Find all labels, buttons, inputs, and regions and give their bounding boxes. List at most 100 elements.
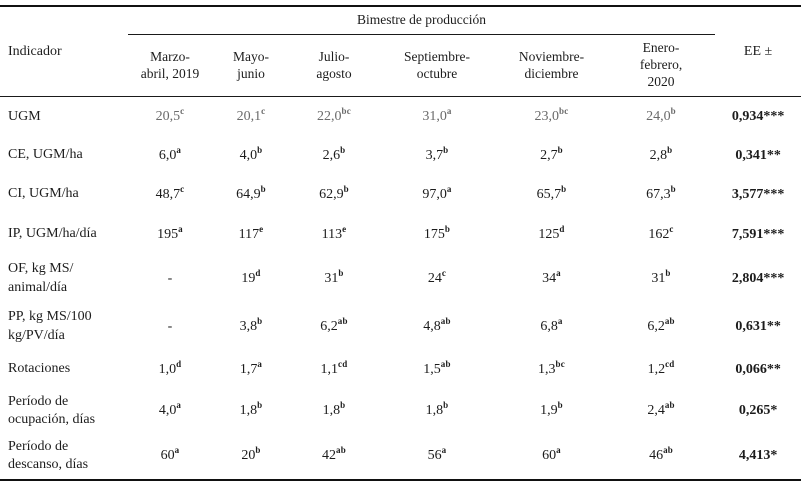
significance-superscript: b — [670, 183, 676, 194]
cell-value: 1,8 — [239, 403, 258, 419]
cell-value: 6,8 — [540, 318, 558, 334]
significance-superscript: b — [257, 315, 263, 326]
significance-superscript: b — [444, 223, 451, 234]
significance-superscript: bc — [559, 106, 569, 116]
col-header-line: Noviembre- — [518, 48, 585, 64]
significance-superscript: cd — [665, 358, 675, 369]
value-cell: 60a — [496, 434, 607, 480]
significance-superscript: c — [669, 223, 674, 234]
significance-superscript: d — [559, 223, 565, 234]
value-cell: 23,0bc — [496, 97, 607, 137]
significance-superscript: e — [342, 223, 347, 234]
significance-superscript: c — [441, 267, 447, 278]
row-label: Período de descanso, días — [8, 438, 89, 472]
cell-value: 97,0 — [422, 186, 447, 202]
cell-value: 1,7 — [239, 361, 258, 377]
cell-value: 31,0 — [422, 109, 447, 124]
cell-value: 4,0 — [239, 147, 258, 163]
value-cell: 1,7a — [212, 351, 290, 389]
col-header-bimester: Septiembre-octubre — [378, 34, 496, 97]
col-header-bimester: Noviembre-diciembre — [496, 34, 607, 97]
cell-value: - — [167, 318, 173, 334]
cell-value: 125 — [538, 226, 560, 242]
value-cell: 46ab — [607, 434, 715, 480]
col-header-line: octubre — [416, 65, 458, 81]
value-cell: 20b — [212, 434, 290, 480]
significance-superscript: ab — [664, 315, 675, 326]
col-header-line: diciembre — [524, 65, 579, 81]
cell-value: 1,0 — [158, 361, 177, 377]
significance-superscript: a — [178, 223, 183, 234]
cell-value: 6,0 — [158, 147, 177, 163]
value-cell: 6,8a — [496, 303, 607, 351]
cell-value: 1,2 — [647, 361, 666, 377]
table-body: UGM 20,5c 20,1c 22,0bc 31,0a 23,0bc 24,0b 0,934… — [0, 97, 801, 480]
table-row: Rotaciones 1,0d 1,7a 1,1cd 1,5ab 1,3bc 1,2cd 0,… — [0, 351, 801, 389]
col-header-bimester: Enero-febrero, 2020 — [607, 34, 716, 97]
cell-value: 34 — [542, 270, 557, 286]
value-cell: 31,0a — [378, 97, 496, 137]
value-cell: 1,8b — [290, 389, 378, 434]
significance-superscript: a — [446, 106, 452, 116]
significance-superscript: a — [176, 400, 182, 411]
row-label: UGM — [8, 108, 41, 124]
col-header-bimester: Mayo-junio — [212, 34, 290, 97]
cell-value: 113 — [321, 226, 343, 242]
significance-superscript: b — [257, 400, 263, 411]
cell-value: 2,8 — [649, 147, 668, 163]
col-header-line: Marzo- — [150, 48, 190, 64]
row-label: PP, kg MS/100 kg/PV/día — [8, 309, 92, 343]
value-cell: 1,9b — [496, 389, 607, 434]
significance-superscript: b — [667, 144, 673, 155]
col-header-bimester: Marzo-abril, 2019 — [128, 34, 212, 97]
value-cell: 1,0d — [128, 351, 212, 389]
bimester-columns-row: Marzo-abril, 2019 Mayo-junio Julio-agosto S… — [0, 34, 801, 97]
value-cell: - — [128, 303, 212, 351]
cell-value: 22,0 — [317, 109, 342, 124]
col-header-ee: EE ± — [715, 6, 801, 97]
significance-superscript: b — [340, 400, 346, 411]
standard-error-cell: 0,341** — [735, 147, 781, 163]
cell-value: 67,3 — [646, 186, 671, 202]
value-cell: 1,2cd — [607, 351, 715, 389]
cell-value: 46 — [649, 448, 664, 464]
cell-value: 1,8 — [322, 403, 341, 419]
significance-superscript: b — [260, 183, 266, 194]
table-row: CE, UGM/ha 6,0a 4,0b 2,6b 3,7b 2,7b 2,8b 0,341*… — [0, 137, 801, 175]
row-label: Período de ocupación, días — [8, 393, 96, 427]
value-cell: 64,9b — [212, 175, 290, 215]
table-header: Indicador Bimestre de producción EE ± Ma… — [0, 6, 801, 97]
value-cell: 48,7c — [128, 175, 212, 215]
cell-value: 64,9 — [236, 186, 261, 202]
significance-superscript: b — [561, 183, 567, 194]
value-cell: 97,0a — [378, 175, 496, 215]
standard-error-cell: 0,934*** — [731, 109, 785, 124]
significance-superscript: ab — [663, 445, 673, 456]
value-cell: 1,8b — [212, 389, 290, 434]
standard-error-cell: 0,631** — [735, 318, 781, 334]
cell-value: 56 — [427, 448, 442, 464]
production-bimester-table: Indicador Bimestre de producción EE ± Ma… — [0, 5, 801, 481]
group-header-bimestre: Bimestre de producción — [128, 6, 716, 35]
cell-value: 65,7 — [536, 186, 562, 202]
significance-superscript: ab — [440, 315, 451, 326]
value-cell: 117e — [212, 215, 290, 255]
significance-superscript: c — [180, 106, 185, 116]
cell-value: 20,5 — [155, 109, 181, 124]
significance-superscript: b — [255, 445, 261, 456]
value-cell: 4,0a — [128, 389, 212, 434]
col-header-line: abril, 2019 — [140, 65, 200, 81]
table-row: Período de ocupación, días 4,0a 1,8b 1,8b 1,… — [0, 389, 801, 434]
value-cell: 2,4ab — [607, 389, 715, 434]
value-cell: 24c — [378, 255, 496, 303]
cell-value: 175 — [423, 226, 445, 242]
cell-value: 60 — [160, 448, 175, 464]
value-cell: 4,8ab — [378, 303, 496, 351]
significance-superscript: b — [257, 144, 263, 155]
value-cell: 34a — [496, 255, 607, 303]
value-cell: 31b — [607, 255, 715, 303]
cell-value: 42 — [322, 448, 337, 464]
value-cell: 24,0b — [607, 97, 715, 137]
cell-value: 162 — [648, 226, 670, 242]
